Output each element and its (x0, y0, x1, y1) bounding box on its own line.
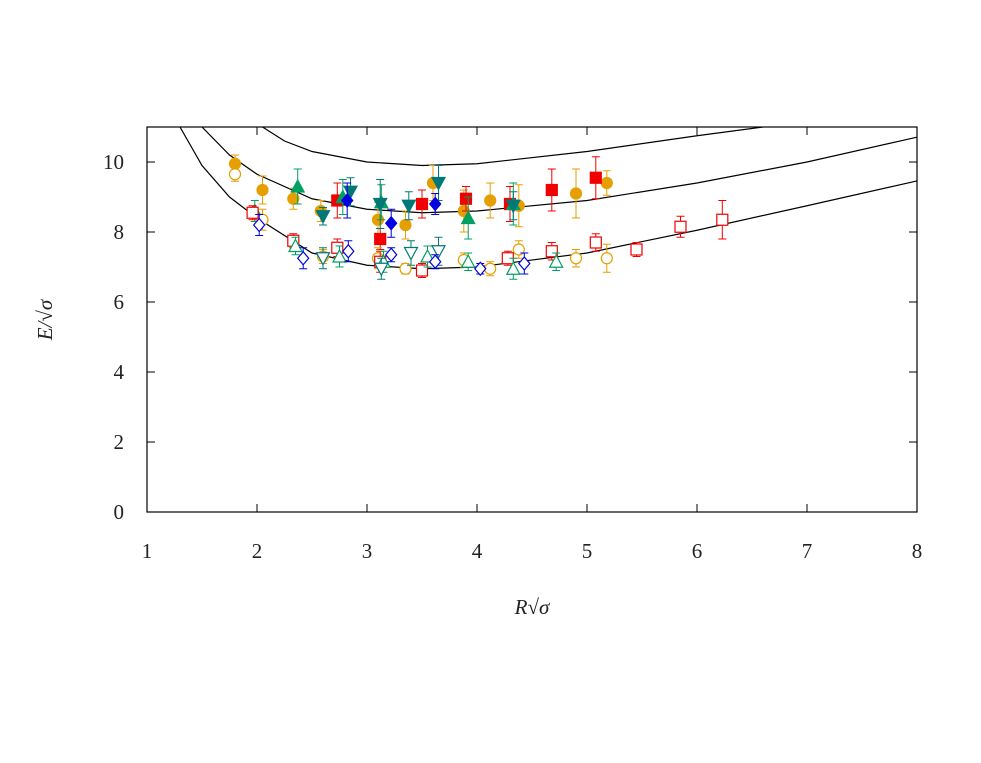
x-axis-label: R√σ (514, 595, 551, 619)
point (484, 194, 497, 207)
point (256, 183, 269, 197)
point (372, 197, 388, 212)
point (459, 192, 473, 205)
point (399, 262, 412, 275)
point (287, 238, 304, 253)
point (460, 210, 476, 225)
point (415, 264, 429, 277)
y-axis-label: E/√σ (33, 298, 57, 341)
point (399, 218, 412, 232)
y-tick-label: 4 (114, 360, 125, 384)
curve (201, 127, 917, 214)
point (401, 199, 417, 214)
point (589, 171, 602, 184)
curve (179, 127, 917, 270)
point (428, 196, 442, 212)
point (474, 261, 487, 277)
point (331, 248, 348, 263)
point (505, 199, 521, 214)
point (331, 241, 344, 254)
x-tick-label: 4 (472, 539, 483, 563)
curve (262, 127, 764, 167)
point (600, 252, 613, 265)
y-tick-label: 10 (103, 150, 124, 174)
point (374, 232, 387, 246)
point (674, 220, 687, 233)
x-tick-label: 6 (692, 539, 703, 563)
point (340, 193, 354, 208)
point (569, 187, 583, 200)
x-tick-label: 8 (912, 539, 923, 563)
plot-area (179, 127, 917, 280)
x-tick-label: 2 (252, 539, 263, 563)
point (512, 243, 525, 256)
point (460, 253, 476, 268)
point (630, 243, 643, 256)
y-tick-label: 8 (114, 220, 125, 244)
point (246, 206, 259, 219)
point (315, 210, 331, 225)
point (545, 183, 558, 197)
point (415, 197, 429, 211)
x-tick-label: 1 (142, 539, 153, 563)
point (545, 245, 558, 258)
point (384, 247, 398, 263)
point (296, 250, 310, 266)
point (430, 245, 447, 260)
plot-frame (146, 126, 918, 513)
point (315, 252, 331, 267)
point (548, 253, 564, 268)
x-tick-label: 5 (582, 539, 593, 563)
point (228, 168, 242, 181)
point (518, 256, 531, 271)
x-tick-label: 7 (802, 539, 813, 563)
point (342, 243, 355, 259)
point (290, 178, 306, 193)
point (419, 248, 436, 263)
point (569, 252, 583, 265)
point (384, 215, 398, 231)
point (287, 192, 300, 205)
y-tick-label: 2 (114, 430, 125, 454)
point (716, 213, 729, 226)
point (430, 176, 447, 191)
point (428, 254, 442, 270)
point (403, 246, 419, 261)
point (252, 217, 266, 233)
point (600, 176, 613, 190)
point (505, 260, 521, 275)
x-tick-label: 3 (362, 539, 373, 563)
y-tick-label: 6 (114, 290, 125, 314)
y-tick-label: 0 (114, 500, 125, 524)
point (589, 236, 602, 249)
point (373, 262, 389, 277)
